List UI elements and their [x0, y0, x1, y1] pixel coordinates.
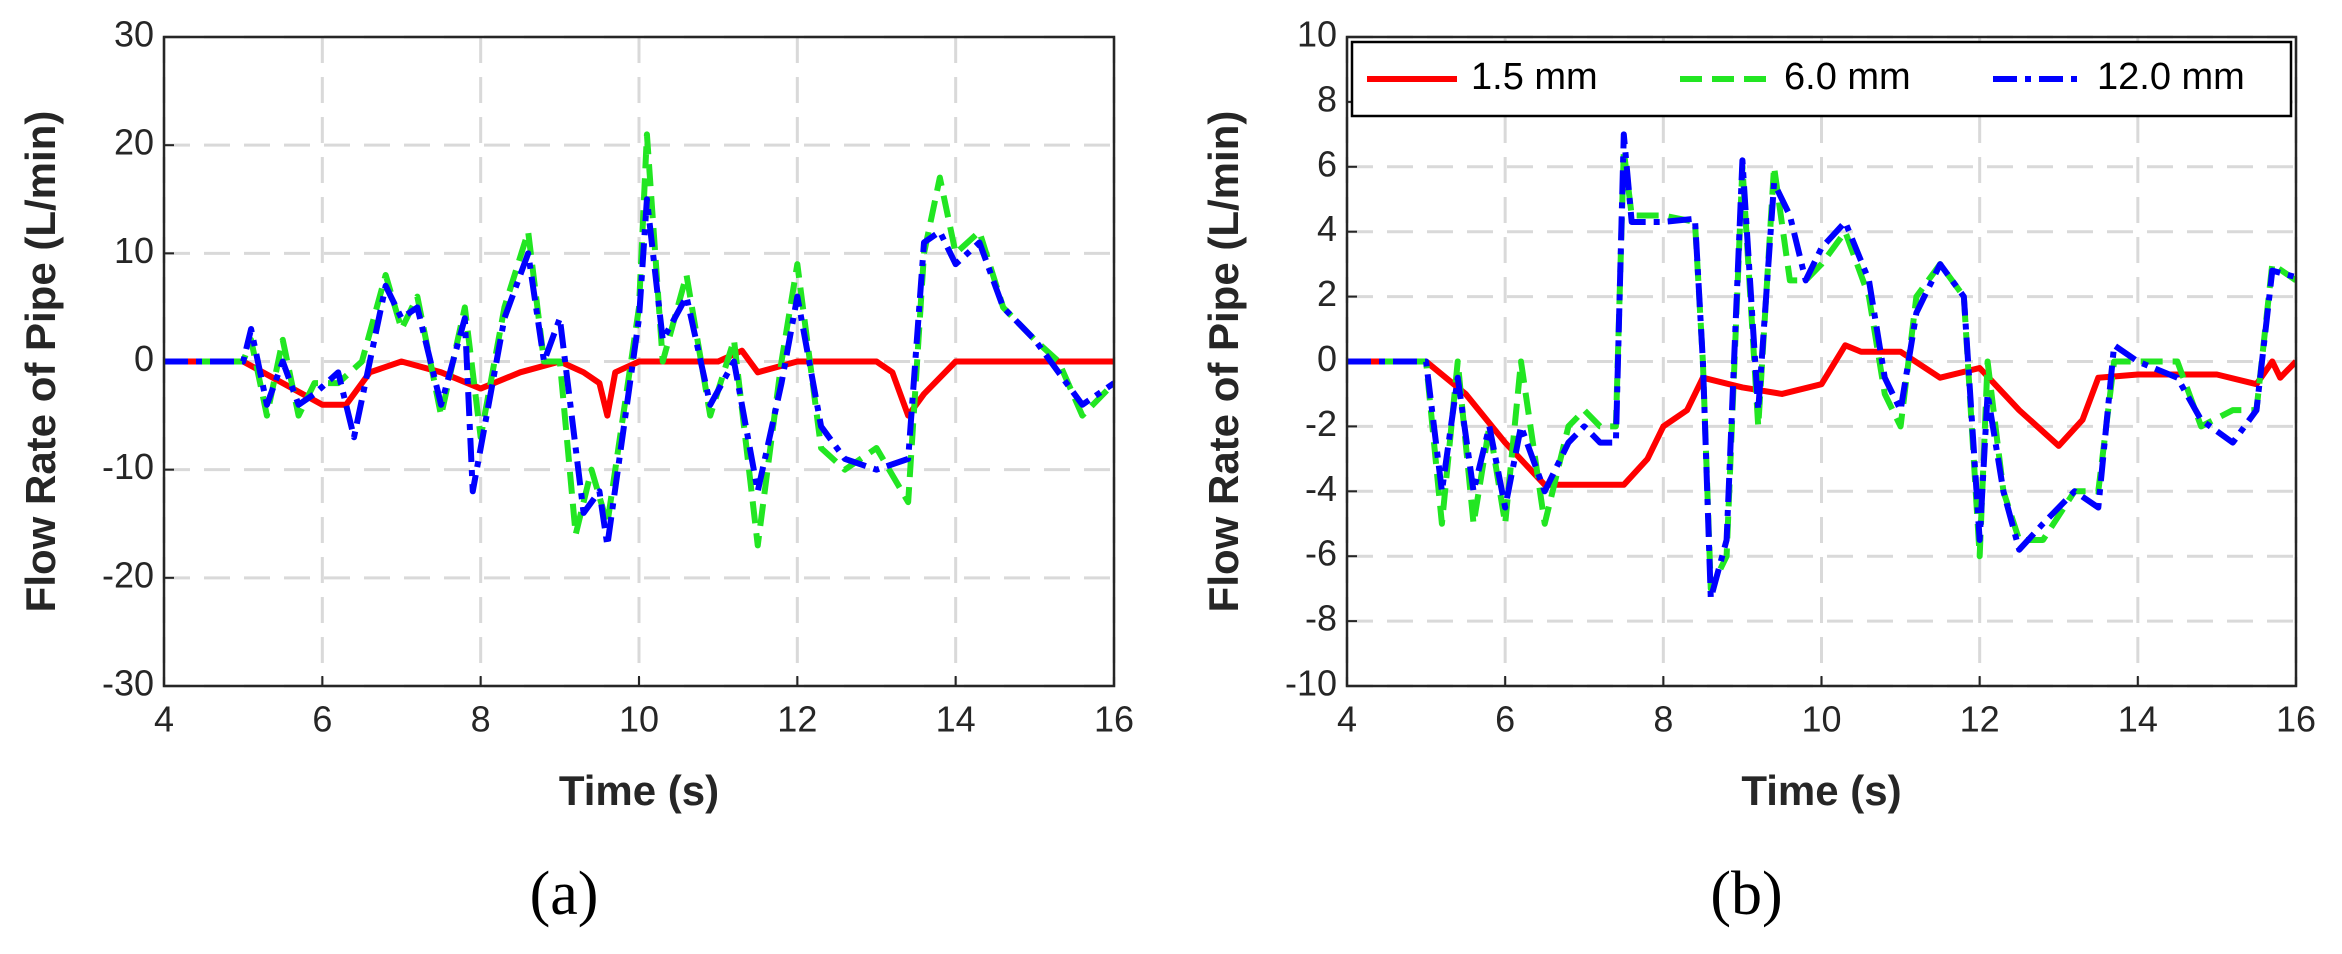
- y-axis-label: Flow Rate of Pipe (L/min): [1200, 111, 1247, 613]
- legend: 1.5 mm 6.0 mm 12.0 mm: [1350, 40, 2293, 118]
- y-tick-label: -30: [102, 663, 154, 704]
- series-line: [1347, 147, 2296, 592]
- legend-label: 12.0 mm: [2097, 56, 2245, 98]
- x-tick-label: 6: [1495, 699, 1515, 740]
- plot-frame: [162, 35, 1116, 688]
- x-tick-label: 8: [1653, 699, 1673, 740]
- y-tick-label: -2: [1305, 403, 1337, 444]
- x-tick-label: 6: [312, 699, 332, 740]
- series-line: [164, 347, 1114, 419]
- plot-lines: [1347, 131, 2296, 602]
- x-tick-label: 4: [1337, 699, 1357, 740]
- plot-frame: [1345, 35, 2298, 688]
- y-tick-label: 0: [134, 338, 154, 379]
- x-tick-label: 10: [1801, 699, 1841, 740]
- x-tick-label: 16: [2276, 699, 2316, 740]
- y-tick-label: -10: [1285, 663, 1337, 704]
- x-tick-label: 12: [1960, 699, 2000, 740]
- series-line: [1347, 131, 2296, 602]
- legend-label: 1.5 mm: [1471, 56, 1598, 98]
- y-tick-label: 2: [1317, 273, 1337, 314]
- x-axis-label: Time (s): [1741, 767, 1901, 814]
- y-tick-label: 10: [114, 230, 154, 271]
- y-axis-label: Flow Rate of Pipe (L/min): [17, 111, 64, 613]
- x-axis-label: Time (s): [559, 767, 719, 814]
- y-tick-label: 20: [114, 122, 154, 163]
- legend-label: 6.0 mm: [1784, 56, 1911, 98]
- y-tick-label: -8: [1305, 598, 1337, 639]
- panel-label: (b): [1710, 860, 1782, 928]
- y-tick-label: 30: [114, 14, 154, 55]
- y-tick-label: 4: [1317, 208, 1337, 249]
- x-tick-label: 14: [2118, 699, 2158, 740]
- series-line: [164, 196, 1114, 549]
- y-tick-label: 10: [1297, 14, 1337, 55]
- x-tick-label: 10: [619, 699, 659, 740]
- plot-lines: [164, 131, 1114, 549]
- y-tick-label: -4: [1305, 468, 1337, 509]
- x-tick-label: 14: [936, 699, 976, 740]
- y-tick-label: -6: [1305, 533, 1337, 574]
- x-tick-label: 4: [154, 699, 174, 740]
- y-tick-label: -10: [102, 446, 154, 487]
- panel-label: (a): [530, 860, 599, 928]
- y-tick-label: -20: [102, 554, 154, 595]
- x-tick-label: 8: [471, 699, 491, 740]
- legend-box: [1350, 40, 2293, 118]
- y-tick-label: 6: [1317, 143, 1337, 184]
- x-tick-label: 12: [777, 699, 817, 740]
- y-tick-label: 8: [1317, 78, 1337, 119]
- x-tick-label: 16: [1094, 699, 1134, 740]
- y-tick-label: 0: [1317, 338, 1337, 379]
